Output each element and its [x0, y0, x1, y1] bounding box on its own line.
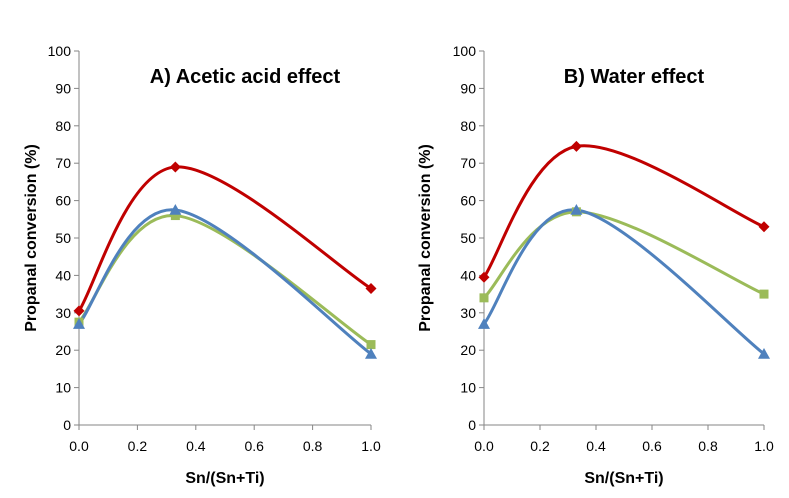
- y-tick-label: 90: [55, 80, 71, 96]
- series-line-red: [482, 144, 766, 279]
- x-tick-label: 0.6: [244, 438, 264, 454]
- y-tick-label: 0: [468, 417, 476, 433]
- series-line-blue: [77, 208, 373, 356]
- x-tick-label: 0.8: [698, 438, 718, 454]
- data-point-blue: [73, 318, 85, 329]
- y-tick-label: 70: [460, 155, 476, 171]
- series-line-red: [77, 165, 373, 313]
- x-tick-label: 0.2: [530, 438, 550, 454]
- x-tick-label: 0.0: [69, 438, 89, 454]
- x-tick-label: 0.8: [303, 438, 323, 454]
- x-tick-label: 1.0: [754, 438, 774, 454]
- chart-panel-acetic-acid: 0 10 20 30 40 50 60 70 80 90 100 0.0 0.2 0.4 0.6 0.8 1.0…: [23, 43, 381, 487]
- y-axis-title: Propanal conversion (%): [23, 144, 40, 332]
- y-tick-label: 50: [460, 230, 476, 246]
- y-tick-label: 10: [460, 380, 476, 396]
- data-point-blue: [169, 203, 182, 215]
- x-tick-label: 0.2: [128, 438, 148, 454]
- chart-title: A) Acetic acid effect: [150, 66, 341, 88]
- chart-panel-water: 0 10 20 30 40 50 60 70 80 90 100 0.0 0.2 0.4 0.6 0.8 1.0…: [417, 43, 774, 487]
- data-point-blue: [758, 347, 770, 359]
- data-point-green: [479, 293, 489, 303]
- data-point-red: [570, 140, 582, 152]
- data-point-red: [365, 282, 377, 294]
- y-tick-label: 70: [55, 155, 71, 171]
- x-axis-title: Sn/(Sn+Ti): [185, 470, 264, 487]
- x-tick-label: 0.4: [186, 438, 206, 454]
- y-tick-label: 100: [453, 43, 477, 59]
- y-tick-label: 40: [55, 267, 71, 283]
- y-axis-title: Propanal conversion (%): [417, 144, 434, 332]
- y-tick-label: 20: [460, 342, 476, 358]
- chart-title: B) Water effect: [564, 66, 705, 88]
- y-tick-label: 90: [460, 80, 476, 96]
- data-point-red: [169, 161, 181, 173]
- y-tick-label: 80: [460, 118, 476, 134]
- y-tick-label: 30: [55, 305, 71, 321]
- y-tick-label: 10: [55, 380, 71, 396]
- y-tick-label: 60: [460, 193, 476, 209]
- x-axis-title: Sn/(Sn+Ti): [584, 470, 663, 487]
- x-tick-label: 1.0: [361, 438, 381, 454]
- x-tick-label: 0.0: [474, 438, 494, 454]
- data-point-green: [170, 211, 180, 221]
- y-tick-label: 0: [63, 417, 71, 433]
- y-tick-label: 40: [460, 267, 476, 283]
- series-line-green: [482, 210, 766, 300]
- x-tick-label: 0.4: [586, 438, 606, 454]
- data-point-red: [478, 271, 490, 283]
- y-tick-label: 20: [55, 342, 71, 358]
- data-point-blue: [478, 318, 490, 329]
- data-point-blue: [570, 203, 583, 215]
- y-tick-label: 60: [55, 193, 71, 209]
- data-point-red: [758, 221, 770, 233]
- y-tick-label: 80: [55, 118, 71, 134]
- y-tick-label: 100: [48, 43, 72, 59]
- y-tick-label: 50: [55, 230, 71, 246]
- x-tick-label: 0.6: [642, 438, 662, 454]
- data-point-red: [73, 305, 85, 317]
- series-line-blue: [482, 208, 766, 356]
- data-point-green: [366, 340, 376, 350]
- y-tick-label: 30: [460, 305, 476, 321]
- data-point-blue: [365, 347, 377, 359]
- data-point-green: [759, 289, 769, 299]
